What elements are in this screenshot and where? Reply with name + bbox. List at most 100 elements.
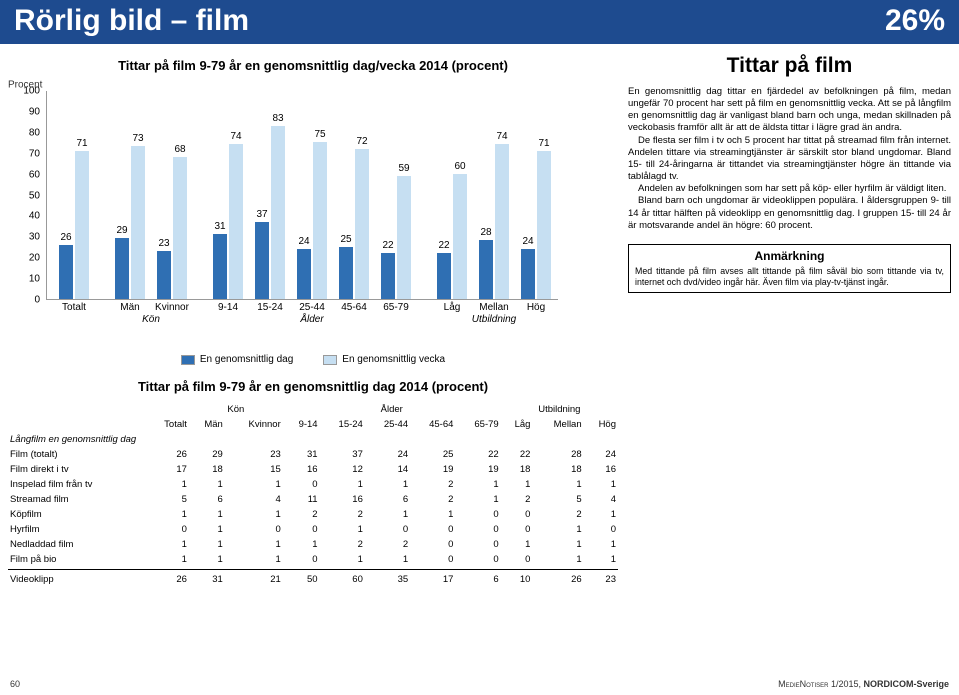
- cell: 6: [365, 492, 410, 507]
- bar: [115, 238, 129, 299]
- right-column: Tittar på film En genomsnittlig dag titt…: [628, 54, 951, 587]
- cell: 22: [501, 447, 533, 462]
- cell: 2: [410, 477, 455, 492]
- cell: 6: [455, 570, 500, 588]
- cell: 16: [320, 492, 365, 507]
- col-header: 9-14: [283, 417, 320, 432]
- cell: 0: [283, 522, 320, 537]
- cell: 4: [584, 492, 618, 507]
- bar-value: 37: [256, 209, 267, 220]
- bar-value: 74: [496, 131, 507, 142]
- bar: [313, 142, 327, 299]
- bar: [453, 174, 467, 299]
- cell: 29: [189, 447, 225, 462]
- cell: 26: [146, 570, 189, 588]
- xlabel: Män: [120, 302, 139, 313]
- supercol: [146, 402, 189, 417]
- cell: 1: [584, 552, 618, 570]
- cell: 0: [283, 477, 320, 492]
- col-header: Mellan: [532, 417, 583, 432]
- cell: 5: [146, 492, 189, 507]
- cell: 1: [584, 537, 618, 552]
- cell: 23: [584, 570, 618, 588]
- cell: 2: [410, 492, 455, 507]
- cell: 19: [455, 462, 500, 477]
- supercol: Utbildning: [501, 402, 618, 417]
- left-column: Tittar på film 9-79 år en genomsnittlig …: [8, 54, 618, 587]
- col-header: Kvinnor: [225, 417, 283, 432]
- cell: 26: [532, 570, 583, 588]
- col-header: Hög: [584, 417, 618, 432]
- bar-value: 23: [158, 238, 169, 249]
- cell: 1: [365, 477, 410, 492]
- cell: 1: [189, 507, 225, 522]
- cell: 1: [283, 537, 320, 552]
- note-box: Anmärkning Med tittande på film avses al…: [628, 244, 951, 293]
- page-header: Rörlig bild – film 26%: [0, 0, 959, 44]
- bar: [157, 251, 171, 299]
- bar-value: 71: [538, 138, 549, 149]
- cell: 24: [365, 447, 410, 462]
- col-header: 15-24: [320, 417, 365, 432]
- cell: 1: [501, 537, 533, 552]
- cell: 4: [225, 492, 283, 507]
- row-label: Videoklipp: [8, 570, 146, 588]
- cell: 0: [455, 537, 500, 552]
- cell: 23: [225, 447, 283, 462]
- bar-value: 22: [438, 240, 449, 251]
- xlabel: 65-79: [383, 302, 409, 313]
- cell: 1: [189, 537, 225, 552]
- cell: 21: [225, 570, 283, 588]
- cell: 1: [320, 477, 365, 492]
- sidebar-body: En genomsnittlig dag tittar en fjärdedel…: [628, 86, 951, 232]
- bar-value: 74: [230, 131, 241, 142]
- cell: 1: [532, 522, 583, 537]
- cell: 1: [532, 477, 583, 492]
- xlabel: Låg: [444, 302, 461, 313]
- cell: 60: [320, 570, 365, 588]
- bar: [437, 253, 451, 299]
- legend-vecka-label: En genomsnittlig vecka: [342, 354, 445, 365]
- bar-value: 31: [214, 221, 225, 232]
- bar-value: 24: [522, 236, 533, 247]
- cell: 1: [532, 552, 583, 570]
- group-label: Utbildning: [472, 314, 516, 325]
- data-table: KönÅlderUtbildningTotaltMänKvinnor9-1415…: [8, 402, 618, 587]
- bar-value: 25: [340, 234, 351, 245]
- bar-value: 83: [272, 113, 283, 124]
- bar-value: 75: [314, 129, 325, 140]
- row-label: Streamad film: [8, 492, 146, 507]
- sidebar-title: Tittar på film: [628, 54, 951, 78]
- bar-value: 24: [298, 236, 309, 247]
- xlabel: Mellan: [479, 302, 508, 313]
- cell: 0: [455, 507, 500, 522]
- xlabel: Hög: [527, 302, 545, 313]
- table-row: Videoklipp263121506035176102623: [8, 570, 618, 588]
- bar-value: 72: [356, 136, 367, 147]
- xlabel: Totalt: [62, 302, 86, 313]
- xlabel: 15-24: [257, 302, 283, 313]
- page-footer: 60 MedieNotiser 1/2015, NORDICOM-Sverige: [0, 679, 959, 689]
- sidebar-paragraph: Andelen av befolkningen som har sett på …: [628, 183, 951, 195]
- cell: 17: [410, 570, 455, 588]
- col-header: 45-64: [410, 417, 455, 432]
- bar: [271, 126, 285, 299]
- bar: [479, 240, 493, 299]
- cell: 0: [146, 522, 189, 537]
- cell: 1: [532, 537, 583, 552]
- cell: 1: [365, 552, 410, 570]
- note-title: Anmärkning: [635, 249, 944, 263]
- bar: [173, 157, 187, 299]
- header-percent: 26%: [885, 4, 945, 38]
- col-header: 65-79: [455, 417, 500, 432]
- table-row: Film (totalt)2629233137242522222824: [8, 447, 618, 462]
- cell: 1: [146, 477, 189, 492]
- bar: [255, 222, 269, 299]
- cell: 31: [189, 570, 225, 588]
- cell: 0: [455, 552, 500, 570]
- cell: 2: [365, 537, 410, 552]
- cell: 1: [189, 522, 225, 537]
- cell: 50: [283, 570, 320, 588]
- bar-value: 73: [132, 133, 143, 144]
- chart-title: Tittar på film 9-79 år en genomsnittlig …: [8, 58, 618, 73]
